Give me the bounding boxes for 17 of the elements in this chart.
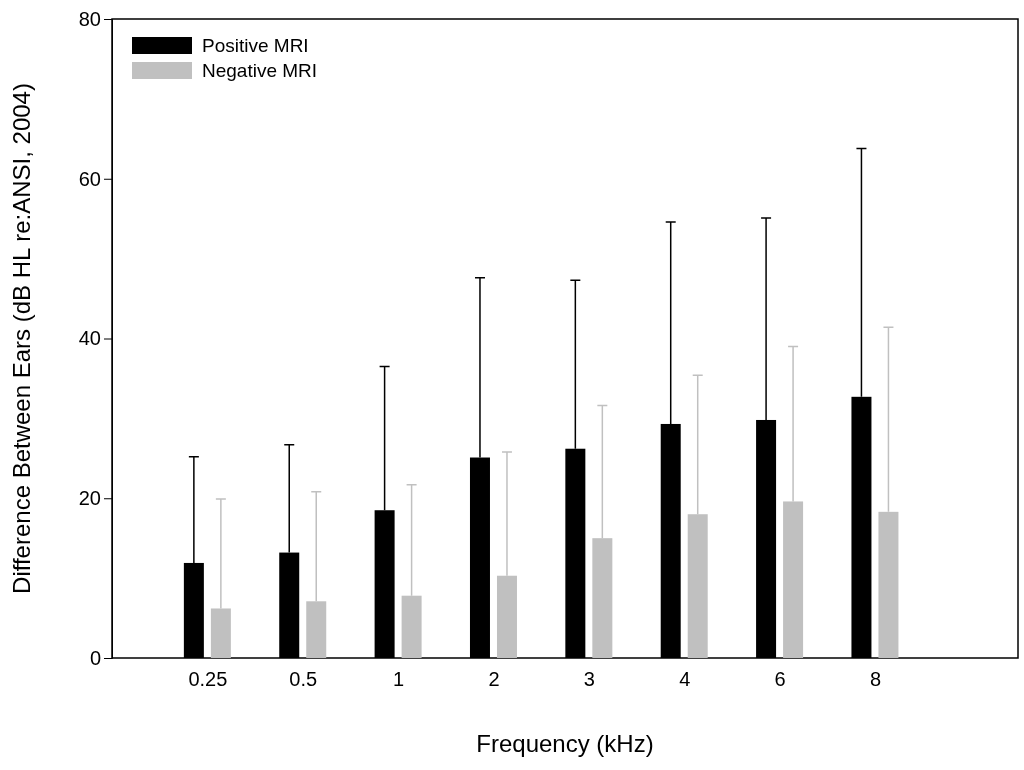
y-axis-title: Difference Between Ears (dB HL re:ANSI, 2004) — [8, 83, 35, 594]
x-tick-label: 2 — [488, 668, 500, 691]
y-tick-label: 60 — [78, 167, 101, 190]
x-axis-title: Frequency (kHz) — [476, 730, 654, 757]
legend-label: Negative MRI — [202, 60, 318, 81]
x-tick-label: 0.5 — [289, 668, 318, 691]
x-tick-label: 4 — [679, 668, 691, 691]
y-tick-label: 0 — [89, 646, 101, 669]
y-tick-label: 20 — [78, 487, 101, 510]
x-tick-label: 6 — [774, 668, 786, 691]
y-tick-label: 40 — [78, 327, 101, 350]
y-tick-label: 80 — [78, 7, 101, 30]
x-tick-label: 1 — [393, 668, 405, 691]
x-tick-label: 0.25 — [188, 668, 228, 691]
legend-label: Positive MRI — [202, 35, 309, 56]
x-tick-label: 8 — [869, 668, 882, 691]
x-tick-label: 3 — [583, 668, 595, 691]
